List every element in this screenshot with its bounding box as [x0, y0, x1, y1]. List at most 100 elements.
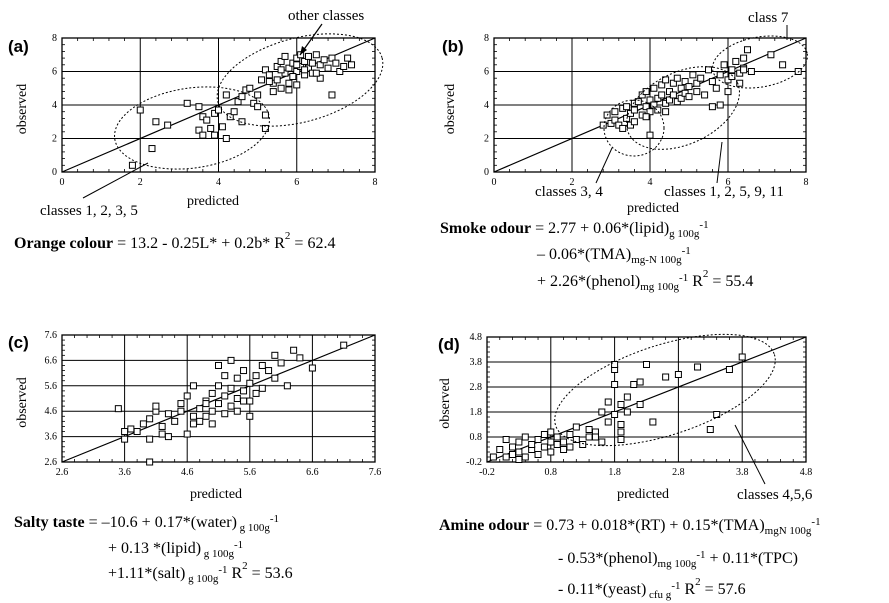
p4-data-point — [649, 418, 657, 426]
p1-data-point — [348, 61, 356, 69]
p4-data-point — [547, 438, 555, 446]
p1-x-tick-label: 0 — [60, 177, 65, 188]
p1-y-axis-label: observed — [15, 84, 30, 135]
p3-data-point — [189, 420, 197, 428]
p3-data-point — [277, 359, 285, 367]
p3-data-point — [290, 346, 298, 354]
p2-y-tick-label: 2 — [484, 134, 489, 145]
p3-equation: +1.11*(salt) g 100g-1 R2 = 53.6 — [108, 560, 293, 585]
p4-data-point — [515, 448, 523, 456]
p2-y-tick-label: 0 — [484, 167, 489, 178]
p3-data-point — [296, 354, 304, 362]
p2-y-tick-label: 6 — [484, 67, 489, 78]
p1-data-point — [285, 79, 293, 87]
p2-data-point — [724, 88, 732, 96]
p1-data-point — [254, 103, 262, 111]
p1-y-tick-label: 2 — [52, 134, 57, 145]
p3-data-point — [177, 400, 185, 408]
p1-data-point — [289, 73, 297, 81]
p1-x-axis-label: predicted — [187, 194, 239, 209]
p2-annotation-pointer — [716, 141, 723, 184]
p2-data-point — [740, 54, 748, 62]
p3-data-point — [202, 412, 210, 420]
p3-y-tick-label: 2.6 — [45, 457, 58, 468]
p1-data-point — [207, 124, 215, 132]
p2-data-point — [712, 84, 720, 92]
p3-data-point — [240, 367, 248, 375]
p1-data-point — [148, 145, 156, 153]
p3-data-point — [240, 397, 248, 405]
p4-data-point — [738, 353, 746, 361]
p2-data-point — [677, 84, 685, 92]
p4-data-point — [617, 428, 625, 436]
p1-data-point — [246, 84, 254, 92]
p3-data-point — [246, 412, 254, 420]
p2-x-tick-label: 4 — [648, 177, 653, 188]
p2-data-point — [728, 66, 736, 74]
p1-data-point — [128, 161, 136, 169]
p1-data-point — [312, 69, 320, 77]
p2-data-point — [693, 88, 701, 96]
p4-data-point — [617, 436, 625, 443]
p3-y-tick-label: 4.6 — [45, 406, 58, 417]
p1-y-tick-label: 6 — [52, 67, 57, 78]
p3-data-point — [133, 428, 141, 436]
p4-data-point — [560, 446, 568, 453]
p1-data-point — [211, 131, 219, 139]
p2-data-point — [685, 93, 693, 101]
p1-data-point — [285, 86, 293, 94]
p4-data-point — [604, 418, 612, 426]
p4-data-point — [643, 361, 650, 368]
p1-data-point — [293, 81, 301, 89]
p3-data-point — [221, 392, 229, 400]
p2-data-point — [642, 113, 650, 121]
p3-x-tick-label: 2.6 — [56, 467, 69, 478]
p2-annotation-pointer — [595, 147, 613, 184]
p3-data-point — [196, 417, 204, 425]
p2-y-tick-label: 4 — [484, 100, 489, 111]
p4-data-point — [636, 401, 644, 408]
p1-data-point — [195, 126, 203, 134]
p1-data-point — [285, 64, 293, 72]
p4-annotation: classes 4,5,6 — [737, 487, 813, 503]
p1-data-point — [269, 88, 277, 96]
p1-data-point — [316, 61, 324, 69]
p4-data-point — [521, 453, 529, 461]
p4-data-point — [502, 436, 510, 443]
p3-y-tick-label: 5.6 — [45, 381, 58, 392]
p1-annotation: other classes — [288, 8, 364, 24]
p4-data-point — [604, 398, 612, 406]
p1-data-point — [293, 68, 301, 75]
p3-data-point — [221, 410, 229, 418]
p3-data-point — [340, 341, 348, 349]
p1-y-tick-label: 8 — [52, 33, 57, 44]
p1-y-tick-label: 0 — [52, 167, 57, 178]
p2-data-point — [673, 74, 681, 82]
p1-data-point — [234, 98, 242, 106]
p4-data-point — [547, 448, 555, 456]
p2-x-tick-label: 2 — [570, 177, 575, 188]
p4-data-point — [598, 408, 606, 416]
p1-data-point — [230, 108, 238, 116]
p4-annotation-pointer — [734, 424, 766, 485]
p3-data-point — [146, 415, 154, 423]
p4-y-axis-label: observed — [438, 378, 453, 429]
p3-identity-line — [61, 334, 376, 463]
p4-data-point — [636, 378, 644, 386]
p2-data-point — [744, 46, 751, 54]
p4-y-tick-label: 0.8 — [470, 432, 483, 443]
p4-data-point — [534, 436, 542, 443]
p1-data-point — [328, 54, 336, 62]
p2-data-point — [646, 96, 654, 104]
p3-data-point — [271, 374, 279, 382]
p1-data-point — [320, 56, 328, 64]
p4-x-tick-label: 4.8 — [800, 467, 813, 478]
p2-data-point — [720, 61, 728, 69]
p4-data-point — [566, 431, 574, 438]
p3-data-point — [215, 400, 222, 408]
p1-data-point — [273, 76, 281, 84]
p3-x-axis-label: predicted — [190, 487, 242, 502]
p2-data-point — [611, 116, 619, 124]
p3-data-point — [121, 435, 129, 443]
